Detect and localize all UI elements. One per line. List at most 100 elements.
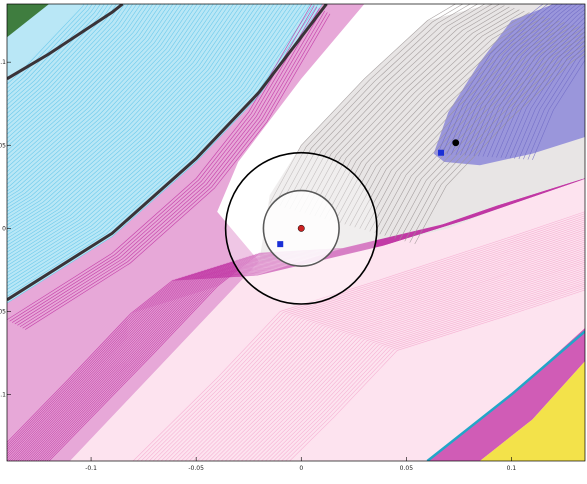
yellow-region: [479, 361, 585, 461]
pink-lines-line: [140, 215, 585, 461]
x-tick-label: 0: [299, 465, 303, 472]
x-tick-label: 0.1: [507, 465, 517, 472]
magenta-lines-upper-line: [17, 9, 323, 326]
violet-lines-line: [478, 5, 585, 157]
violet-lines-line: [473, 4, 583, 157]
grey-lines-line: [289, 4, 486, 210]
cyan-lines-line: [7, 4, 154, 156]
cyan-lines-line: [7, 4, 89, 89]
cyan-lines-line: [7, 4, 267, 256]
violet-lines-line: [455, 4, 563, 155]
blue-square-1-marker: [277, 241, 284, 248]
cyan-lines-line: [7, 4, 117, 118]
cyan-strip-lower: [426, 330, 585, 461]
cyan-lines-line: [7, 4, 170, 173]
violet-lines: [437, 4, 585, 160]
pink-lines-line: [144, 217, 585, 461]
cyan-lines-line: [7, 4, 238, 233]
violet-lines-line: [442, 4, 549, 154]
pink-lines-line: [281, 285, 585, 461]
magenta-lines-upper-line: [22, 12, 328, 329]
pink-lines-line: [241, 265, 585, 461]
grey-lines-line: [329, 12, 530, 221]
cyan-lines-line: [7, 4, 259, 250]
x-tick-label: -0.1: [85, 465, 97, 472]
blue-square-2-marker: [438, 149, 445, 156]
pink-lines-line: [156, 223, 585, 461]
y-tick-label: 0.1: [0, 59, 6, 66]
grey-lines-line: [314, 8, 515, 217]
cyan-lines-line: [7, 4, 315, 297]
cyan-lines-line: [7, 4, 97, 98]
cyan-lines-line: [7, 4, 291, 277]
pink-lines-line: [253, 271, 585, 461]
cyan-lines-line: [7, 4, 283, 270]
equilibrium-marker: [297, 224, 305, 232]
cyan-lines-line: [7, 4, 190, 192]
violet-lines-line: [451, 4, 559, 155]
grey-lines-line: [389, 31, 585, 238]
grey-lines-line: [369, 23, 570, 232]
magenta-lines-upper-line: [12, 6, 318, 323]
pink-lines-line: [168, 229, 585, 461]
cyan-lines-line: [7, 4, 226, 222]
cyan-lines-line: [7, 4, 279, 267]
cyan-lines-line: [7, 4, 101, 102]
pink-lines-line: [220, 255, 585, 461]
grey-lines-line: [274, 4, 464, 205]
pink-lines-line: [261, 275, 585, 461]
cyan-lines-line: [7, 4, 125, 127]
cyan-lines-line: [7, 4, 182, 185]
violet-lines-line: [469, 4, 578, 156]
cyan-lines-line: [7, 4, 105, 106]
pink-lines-line: [265, 277, 585, 461]
pink-lines-line: [273, 281, 585, 461]
cyan-lines-line: [7, 4, 222, 219]
violet-lines-line: [509, 35, 585, 159]
pink-lines-line: [188, 239, 585, 461]
pink-lines-line: [269, 279, 585, 461]
cyan-lines-line: [7, 4, 158, 160]
grey-lines-line: [394, 35, 585, 239]
cyan-lines-line: [7, 4, 214, 212]
cyan-lines-line: [7, 4, 146, 148]
grey-lines-line: [409, 49, 585, 243]
cyan-lines-line: [7, 4, 234, 229]
cyan-lines-line: [7, 4, 287, 273]
grey-lines-line: [324, 10, 525, 219]
violet-lines-line: [437, 4, 544, 154]
pink-lines-line: [200, 245, 585, 461]
cyan-lines-line: [7, 4, 134, 135]
magenta-lines-lower: [7, 178, 585, 461]
magenta-lines-upper: [7, 4, 331, 330]
pink-lines-line: [176, 233, 585, 461]
cyan-lines-line: [7, 4, 93, 93]
cyan-lines-line: [7, 4, 210, 209]
pink-lines-line: [164, 227, 585, 461]
cyan-lines-line: [7, 4, 138, 139]
violet-lines-line: [482, 8, 585, 157]
grey-lines-line: [294, 4, 493, 211]
violet-lines-line: [460, 4, 568, 156]
cyan-lines-line: [7, 4, 113, 114]
y-tick-label: 0: [2, 225, 6, 232]
cyan-lines-line: [7, 4, 166, 168]
grey-lines-line: [299, 4, 500, 212]
violet-lines-line: [518, 45, 585, 160]
pink-lines-line: [204, 247, 585, 461]
grey-lines-line: [364, 22, 565, 231]
pink-lines-line: [132, 211, 585, 461]
green-region: [7, 4, 50, 38]
cyan-lines-line: [7, 4, 186, 188]
cyan-lines-line: [7, 4, 109, 110]
cyan-lines-line: [7, 4, 255, 246]
pink-lines-line: [208, 249, 585, 461]
pink-lines-line: [228, 259, 585, 461]
cyan-lines-line: [7, 4, 174, 177]
cyan-lines-line: [7, 4, 218, 216]
magenta-lines-upper-line: [19, 10, 326, 328]
cyan-lines-line: [7, 4, 230, 226]
pink-lines-line: [277, 283, 585, 461]
cyan-lines-line: [7, 4, 307, 290]
cyan-lines-line: [7, 4, 251, 243]
